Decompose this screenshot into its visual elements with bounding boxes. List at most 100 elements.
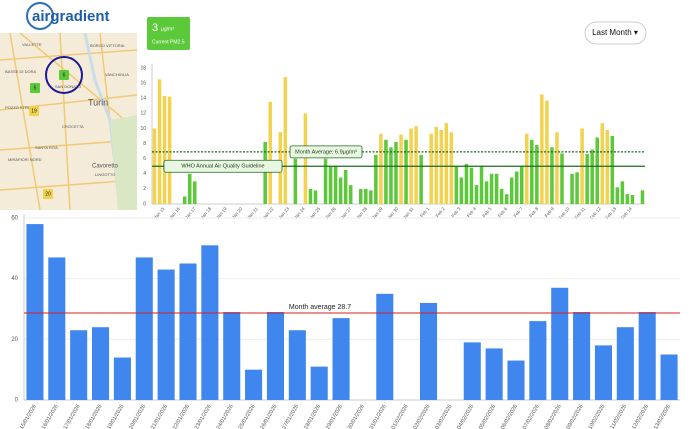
map-marker (29, 106, 39, 116)
y-tick-label: 12 (140, 111, 146, 117)
bar (555, 132, 559, 204)
y-tick-label: 4 (143, 171, 146, 177)
reference-label: WHO Annual Air Quality Guideline (181, 164, 264, 170)
bar (454, 166, 459, 204)
logo-ring (26, 2, 54, 30)
map-label: VANCHIGLIA (105, 72, 129, 77)
bar (283, 77, 288, 204)
bar (595, 137, 599, 204)
bar (389, 147, 393, 204)
bar (268, 102, 272, 204)
y-tick-label: 16 (140, 80, 146, 86)
bar (519, 166, 524, 204)
reference-label: Month average 28.7 (289, 304, 351, 311)
bar (288, 330, 306, 400)
bar (359, 188, 363, 204)
bar (376, 293, 394, 400)
bar (404, 139, 408, 204)
bar (420, 302, 438, 400)
map (0, 32, 138, 211)
map-label: LINGOTTO (95, 172, 115, 177)
bar (484, 181, 489, 204)
bar (157, 79, 162, 204)
x-tick-label: Feb 1 (419, 206, 431, 218)
bar (625, 194, 630, 204)
map-label: CROCETTA (62, 124, 84, 129)
bar (575, 172, 579, 204)
bar (263, 142, 267, 204)
dropdown[interactable] (584, 21, 647, 45)
bar (474, 185, 479, 204)
bar (113, 357, 131, 400)
bar (459, 177, 464, 204)
bar (464, 163, 469, 204)
bar (630, 194, 635, 204)
bar (162, 95, 167, 204)
y-tick-label: 0 (143, 201, 146, 207)
bar (328, 166, 333, 204)
map-marker (30, 83, 40, 93)
x-tick-label: Feb 7 (513, 206, 525, 218)
map-marker-label: 19 (31, 108, 37, 114)
bar (92, 327, 110, 400)
bar (48, 257, 66, 400)
bar (449, 132, 454, 204)
bar (419, 154, 423, 204)
y-tick-label: 40 (11, 276, 18, 282)
map-label: MIRAFIORI NORD (8, 157, 42, 162)
bar (545, 100, 549, 204)
bar (585, 154, 589, 204)
bar (594, 345, 612, 400)
x-tick-label: Feb 5 (481, 206, 493, 218)
bar (414, 126, 418, 204)
bar (463, 342, 481, 400)
bar (179, 263, 197, 400)
bar (157, 269, 175, 400)
bar (640, 190, 645, 204)
bar (369, 190, 373, 204)
x-tick-label: Feb 3 (450, 206, 462, 218)
map-label: BASSE DI DORA (5, 69, 36, 74)
reference-label: Month Average: 6.9µg/m³ (295, 149, 357, 155)
bar (600, 123, 605, 204)
bar (660, 354, 678, 400)
bar (494, 173, 499, 204)
bar (638, 312, 656, 400)
bar (332, 318, 350, 400)
x-tick-label: Feb 2 (435, 206, 447, 218)
bar (374, 154, 378, 204)
bar (384, 139, 388, 204)
reference-label-box (289, 145, 363, 159)
bar (313, 190, 318, 204)
bar (394, 142, 398, 204)
bar (192, 181, 197, 204)
bar (266, 312, 284, 400)
bar (507, 360, 525, 400)
bar (201, 245, 219, 400)
bar (605, 129, 610, 204)
bar (399, 134, 403, 204)
bar (535, 145, 539, 204)
y-tick-label: 10 (140, 126, 146, 132)
bar (530, 139, 534, 204)
badge (147, 17, 190, 50)
badge-value: 3 (152, 22, 158, 34)
bar (540, 94, 544, 204)
bar (434, 126, 438, 204)
y-tick-label: 18 (140, 65, 146, 71)
map-marker-label: 20 (45, 191, 51, 197)
bar (550, 147, 554, 204)
bar (499, 188, 504, 204)
bar (135, 257, 153, 400)
bar (187, 173, 192, 204)
bar (303, 113, 308, 204)
logo: airgradient (32, 8, 110, 25)
dropdown-label[interactable]: Last Month ▾ (592, 28, 638, 37)
bar (379, 133, 383, 204)
x-tick-label: Feb 4 (466, 206, 478, 218)
bar (70, 330, 88, 400)
map-park (110, 115, 137, 210)
bar (439, 129, 444, 204)
bar (364, 188, 368, 204)
